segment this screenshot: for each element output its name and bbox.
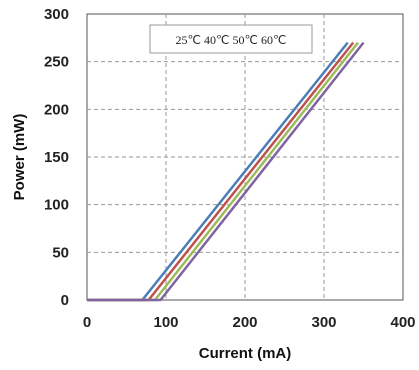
series-lines <box>87 41 365 302</box>
y-tick-label: 100 <box>44 197 69 214</box>
legend-box <box>149 24 313 54</box>
y-tick-labels: 0 50 100 150 200 250 300 <box>44 6 69 309</box>
x-tick-label: 400 <box>390 314 415 331</box>
y-tick-label: 0 <box>61 292 69 309</box>
y-tick-label: 50 <box>52 244 69 261</box>
x-tick-label: 300 <box>311 314 336 331</box>
x-tick-labels: 0 100 200 300 400 <box>83 314 416 331</box>
y-tick-label: 250 <box>44 54 69 71</box>
legend-text: 25℃ 40℃ 50℃ 60℃ <box>176 33 287 47</box>
y-tick-label: 300 <box>44 6 69 23</box>
y-tick-label: 150 <box>44 149 69 166</box>
x-tick-label: 100 <box>153 314 178 331</box>
y-axis-label: Power (mW) <box>11 114 28 201</box>
grid-lines <box>87 14 403 300</box>
y-tick-label: 200 <box>44 101 69 118</box>
x-axis-label: Current (mA) <box>199 345 292 362</box>
series-line-60℃ <box>87 41 365 302</box>
legend: 25℃ 40℃ 50℃ 60℃ <box>149 24 313 54</box>
x-tick-label: 200 <box>232 314 257 331</box>
x-tick-label: 0 <box>83 314 91 331</box>
